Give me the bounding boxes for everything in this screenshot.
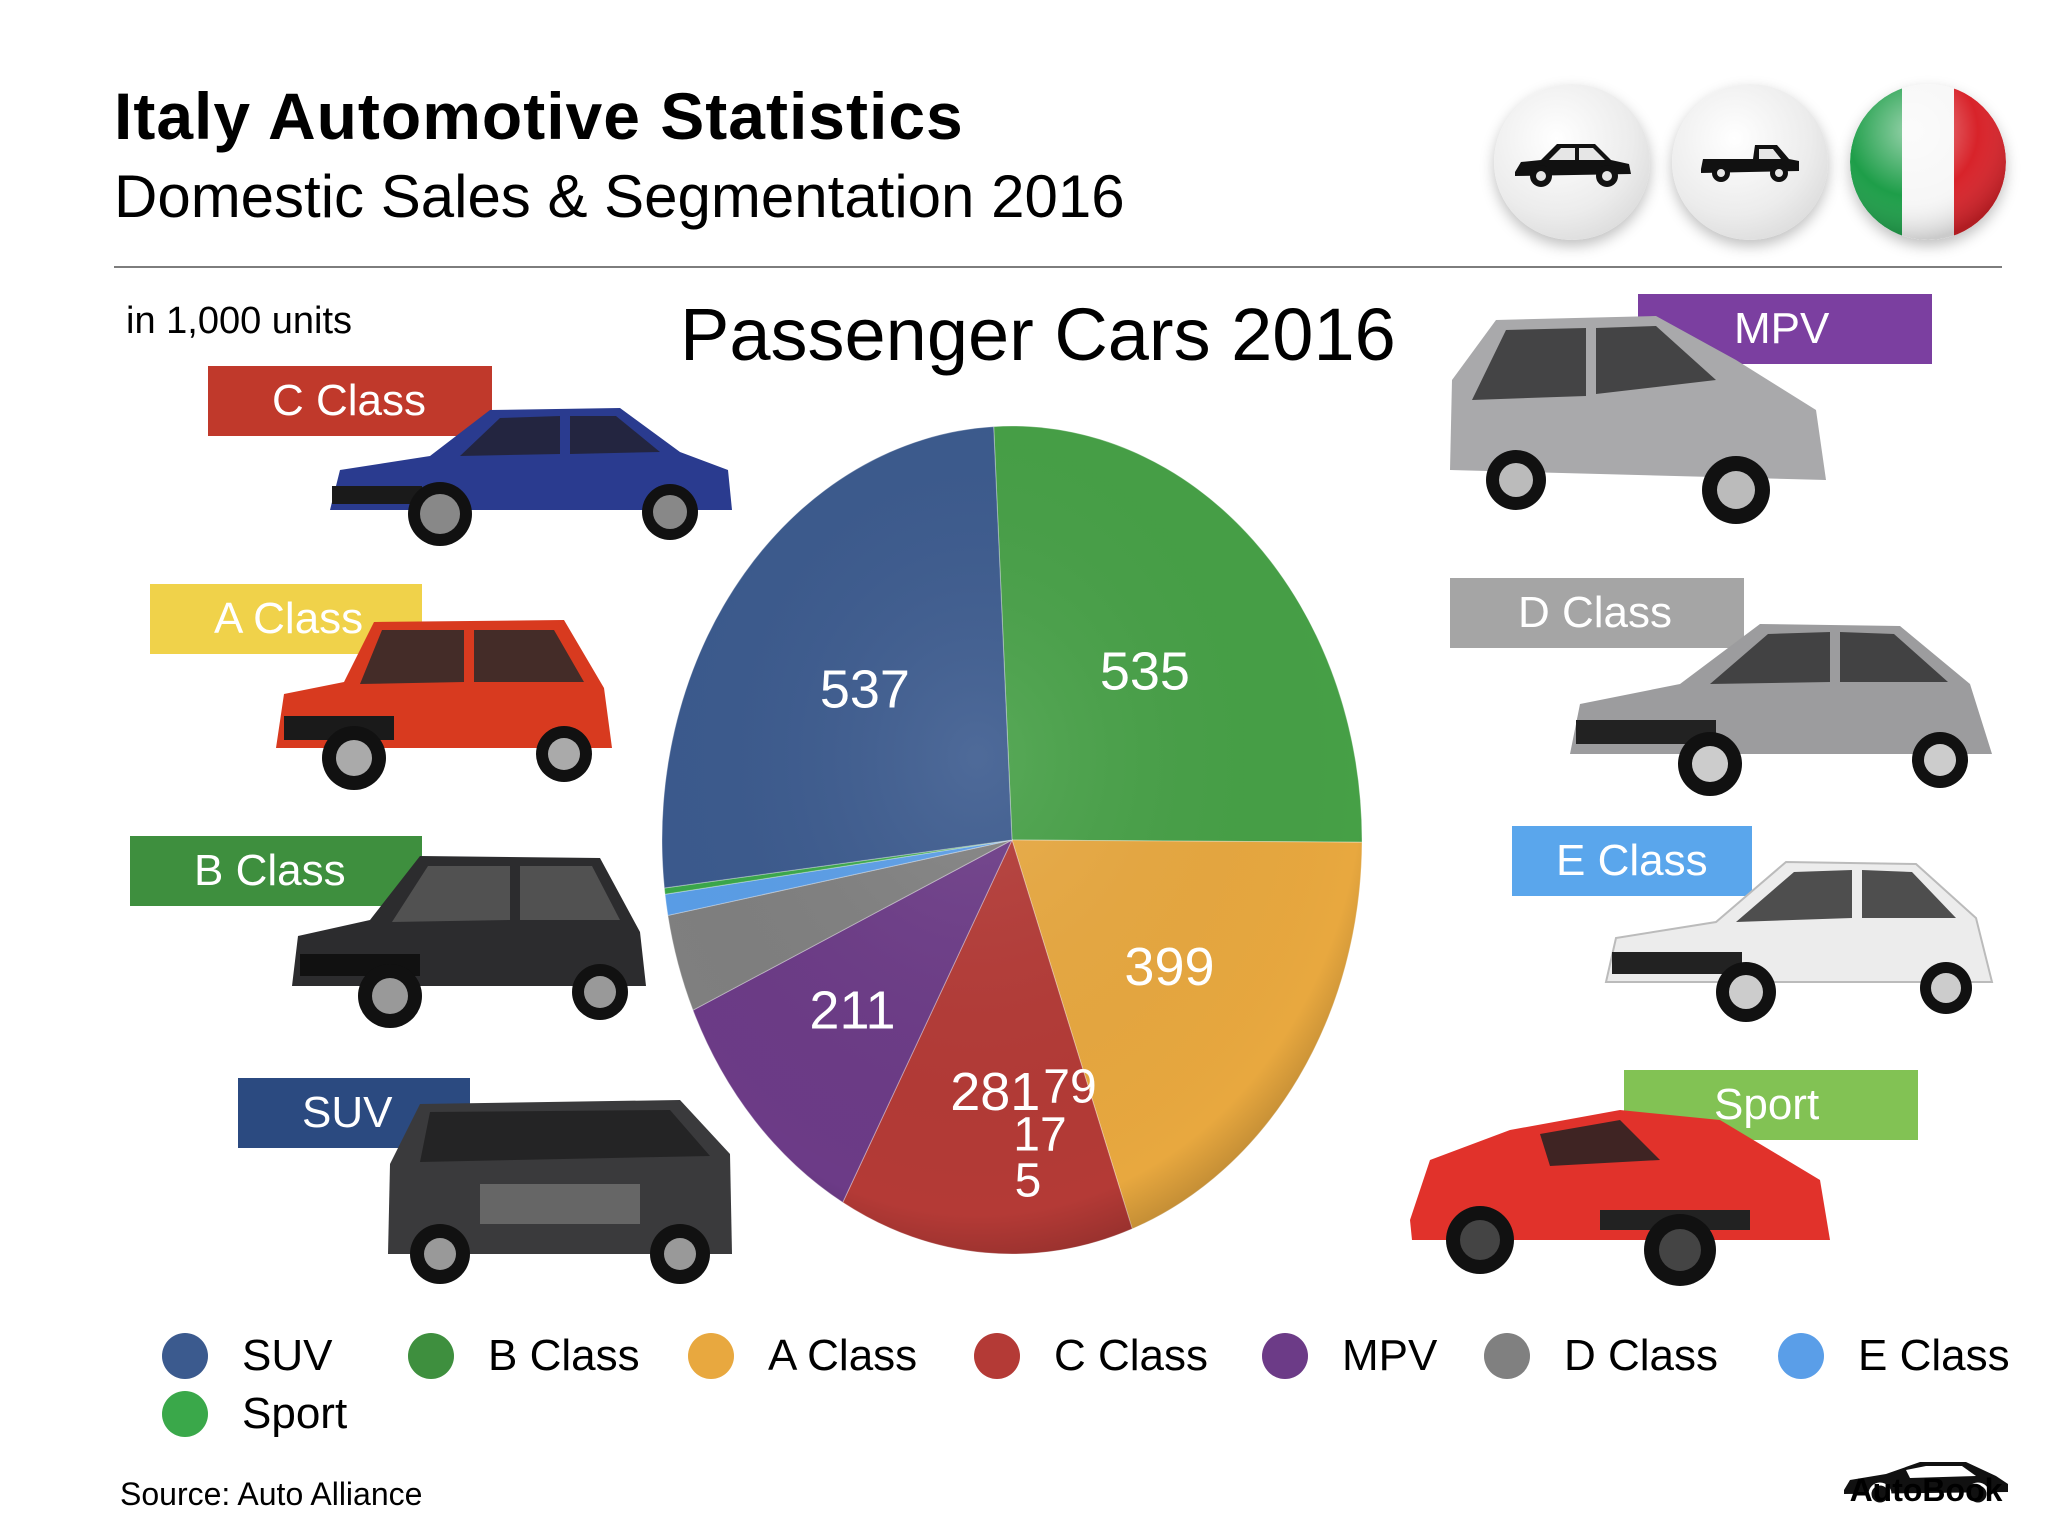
segment-label-c-class: C Class (208, 366, 492, 436)
legend-dot (408, 1333, 454, 1379)
legend-item-e-class: E Class (1778, 1328, 2010, 1384)
legend-label: A Class (768, 1331, 918, 1380)
legend-label: Sport (242, 1389, 348, 1438)
unit-note: in 1,000 units (126, 300, 353, 342)
d-class-car-image (1570, 624, 1992, 796)
legend-label: SUV (242, 1331, 333, 1380)
segment-label-e-class: E Class (1512, 826, 1752, 896)
data-label-d-class: 79 (1043, 1061, 1096, 1114)
legend-item-d-class: D Class (1484, 1328, 1718, 1384)
autobook-car-logo (1844, 1462, 2008, 1506)
pie-slice-b-class (993, 425, 1363, 843)
pie-slice-suv (661, 426, 1013, 889)
data-label-c-class: 281 (950, 1062, 1040, 1122)
data-label-e-class: 17 (1013, 1109, 1066, 1162)
segment-label-b-class: B Class (130, 836, 422, 906)
legend-dot (688, 1333, 734, 1379)
data-label-b-class: 535 (1100, 642, 1190, 702)
a-class-car-image (276, 620, 612, 790)
b-class-car-image (292, 856, 646, 1028)
source-note: Source: Auto Alliance (120, 1476, 423, 1512)
legend-label: MPV (1342, 1331, 1438, 1380)
data-label-sport: 5 (1015, 1155, 1042, 1208)
data-label-suv: 537 (820, 659, 910, 719)
legend-label: B Class (488, 1331, 640, 1380)
data-label-mpv: 211 (809, 980, 895, 1040)
legend-item-mpv: MPV (1262, 1328, 1437, 1384)
legend-item-c-class: C Class (974, 1328, 1208, 1384)
legend-label: C Class (1054, 1331, 1209, 1380)
legend-label: E Class (1858, 1331, 2010, 1380)
header-divider (114, 266, 2002, 268)
page-title: Italy Automotive Statistics (114, 79, 964, 153)
legend-item-sport: Sport (162, 1386, 347, 1442)
legend-item-b-class: B Class (408, 1328, 640, 1384)
legend-item-suv: SUV (162, 1328, 332, 1384)
page-subtitle: Domestic Sales & Segmentation 2016 (114, 163, 1125, 230)
legend-item-a-class: A Class (688, 1328, 917, 1384)
pickup-truck-icon (1672, 84, 1828, 240)
italy-flag-icon (1850, 84, 2006, 240)
segment-label-mpv: MPV (1638, 294, 1932, 364)
legend-dot (1484, 1333, 1530, 1379)
segment-label-d-class: D Class (1450, 578, 1744, 648)
chart-title: Passenger Cars 2016 (680, 293, 1396, 376)
legend-dot (1778, 1333, 1824, 1379)
mpv-car-image (1450, 316, 1826, 524)
data-label-a-class: 399 (1124, 937, 1214, 997)
sport-car-image (1410, 1110, 1830, 1286)
legend-dot (1262, 1333, 1308, 1379)
suv-car-image (388, 1100, 732, 1284)
legend-label: D Class (1564, 1331, 1719, 1380)
e-class-car-image (1604, 860, 1994, 1022)
legend-dot (162, 1333, 208, 1379)
legend-dot (974, 1333, 1020, 1379)
brand-name: AutoBook (1849, 1472, 2003, 1508)
sedan-icon (1494, 84, 1650, 240)
legend-dot (162, 1391, 208, 1437)
